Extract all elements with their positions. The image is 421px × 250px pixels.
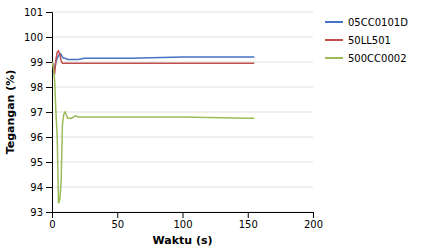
- x-axis-title: Waktu (s): [152, 234, 212, 247]
- grid-line: [52, 87, 313, 88]
- tick: 97: [30, 107, 52, 118]
- legend-label: 500CC0002: [348, 53, 407, 64]
- tick-mark: [313, 212, 314, 218]
- tick-mark: [46, 112, 52, 113]
- tick: 94: [30, 182, 52, 193]
- tick-label: 93: [30, 207, 43, 218]
- legend-item: 05CC0101D: [325, 17, 408, 28]
- tick-label: 0: [49, 219, 55, 230]
- legend-swatch: [325, 21, 343, 23]
- legend: 05CC0101D 50LL501 500CC0002: [325, 17, 408, 64]
- axis-line: [46, 13, 53, 213]
- tick-mark: [46, 162, 52, 163]
- tick-mark: [46, 12, 52, 13]
- tick: 0: [49, 212, 55, 230]
- tick-mark: [46, 137, 52, 138]
- tick-label: 94: [30, 182, 43, 193]
- grid-line: [52, 112, 313, 113]
- legend-item: 50LL501: [325, 35, 391, 46]
- tick: 101: [24, 7, 52, 18]
- grid-line: [52, 137, 313, 138]
- tick-label: 100: [173, 219, 192, 230]
- tick-mark: [117, 212, 118, 218]
- legend-label: 05CC0101D: [348, 17, 408, 28]
- tick-mark: [46, 212, 52, 213]
- tick-mark: [46, 37, 52, 38]
- tick-mark: [248, 212, 249, 218]
- tick: 95: [30, 157, 52, 168]
- legend-label: 50LL501: [348, 35, 391, 46]
- series-line: [52, 53, 254, 69]
- tick-label: 98: [30, 82, 43, 93]
- legend-swatch: [325, 39, 343, 41]
- chart: 0 50 100 150 200 93 94 95 96 97 98 99 100 101 Waktu (s…: [0, 0, 421, 250]
- tick: 100: [24, 32, 52, 43]
- plot: 0 50 100 150 200 93 94 95 96 97 98 99 100 101 Waktu (s…: [4, 7, 323, 247]
- lines: [52, 51, 254, 204]
- legend-item: 500CC0002: [325, 53, 407, 64]
- tick: 98: [30, 82, 52, 93]
- series-line: [52, 62, 254, 203]
- y-axis-title: Tegangan (%): [4, 70, 17, 155]
- tick-label: 96: [30, 132, 43, 143]
- tick: 150: [239, 212, 258, 230]
- grid-line: [52, 37, 313, 38]
- tick-label: 99: [30, 57, 43, 68]
- tick: 100: [173, 212, 192, 230]
- tick-mark: [183, 212, 184, 218]
- tick-mark: [46, 62, 52, 63]
- tick-label: 50: [111, 219, 124, 230]
- axis-line: [53, 213, 314, 219]
- grid-line: [52, 12, 313, 13]
- tick-label: 150: [239, 219, 258, 230]
- tick: 50: [111, 212, 124, 230]
- tick-label: 101: [24, 7, 43, 18]
- tick: 96: [30, 132, 52, 143]
- tick-label: 100: [24, 32, 43, 43]
- grid-line: [52, 62, 313, 63]
- legend-swatch: [325, 57, 343, 59]
- tick-label: 200: [304, 219, 323, 230]
- tick: 99: [30, 57, 52, 68]
- tick-mark: [46, 87, 52, 88]
- tick-label: 95: [30, 157, 43, 168]
- grid-line: [52, 162, 313, 163]
- series-line: [52, 51, 254, 75]
- y-grid: [52, 12, 313, 212]
- x-axis: 0 50 100 150 200: [49, 212, 323, 230]
- tick-label: 97: [30, 107, 43, 118]
- y-axis: 93 94 95 96 97 98 99 100 101: [24, 7, 53, 218]
- tick: 200: [304, 212, 323, 230]
- tick: 93: [30, 207, 52, 218]
- tick-mark: [46, 187, 52, 188]
- grid-line: [52, 187, 313, 188]
